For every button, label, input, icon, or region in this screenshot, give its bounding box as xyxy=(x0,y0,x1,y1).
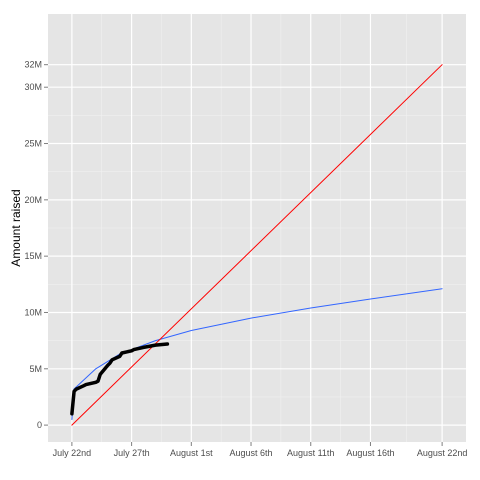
y-axis-title: Amount raised xyxy=(9,189,23,266)
y-tick-label: 0 xyxy=(37,420,42,430)
x-tick-label: July 22nd xyxy=(53,448,92,458)
x-tick-label: August 22nd xyxy=(417,448,468,458)
series-line-projection xyxy=(71,64,443,426)
x-tick-label: August 16th xyxy=(346,448,394,458)
y-tick-label: 30M xyxy=(24,82,42,92)
y-tick-label: 10M xyxy=(24,307,42,317)
x-tick-label: July 27th xyxy=(114,448,150,458)
x-tick-label: August 6th xyxy=(230,448,273,458)
x-tick-label: August 11th xyxy=(287,448,334,458)
y-tick-label: 5M xyxy=(29,364,42,374)
series-line-actual xyxy=(70,342,170,416)
y-tick-label: 20M xyxy=(24,195,42,205)
minor-gridlines xyxy=(48,14,466,442)
y-tick-label: 15M xyxy=(24,251,42,261)
x-axis-ticks: July 22nd July 27th August 1st August 6th Au… xyxy=(53,442,468,458)
y-tick-label: 32M xyxy=(24,60,42,70)
series-line-fit xyxy=(71,288,443,420)
major-gridlines xyxy=(48,14,466,442)
x-tick-label: August 1st xyxy=(170,448,213,458)
y-tick-label: 25M xyxy=(24,139,42,149)
series-layer xyxy=(70,64,443,426)
y-axis-ticks: 0 5M 10M 15M 20M 25M 30M 32M xyxy=(24,60,48,430)
